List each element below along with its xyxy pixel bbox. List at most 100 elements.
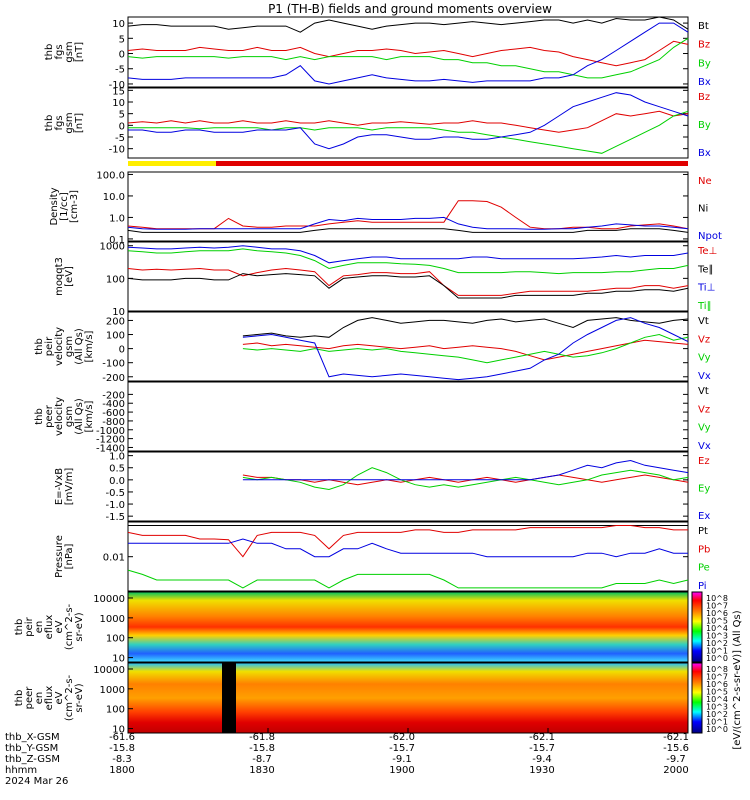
y-tick-label: 1.0 xyxy=(109,213,125,224)
y-tick-label: -400 xyxy=(102,399,125,410)
legend-entry: Pe xyxy=(698,563,710,574)
spectrogram-panels: 10000 1000 100 10 thbpeirenefluxeV(cm^2-s-sr… xyxy=(14,591,728,736)
legend-entry: Vt xyxy=(698,386,709,397)
y-tick-label: -200 xyxy=(102,373,125,384)
x-row-label: 2024 Mar 26 xyxy=(5,776,68,787)
y-tick-label: 0 xyxy=(119,50,125,61)
colorbar-tick-label: 10^4 xyxy=(706,624,728,633)
series-line-Ex xyxy=(242,459,689,481)
y-axis-label: thbpeirvelocitygsm(All Qs)[km/s] xyxy=(34,327,95,366)
y-tick-label: -1200 xyxy=(96,435,125,446)
panel-6: -200-400-600-800-1000-1200-1400thbpeerve… xyxy=(34,381,711,454)
mode-bar xyxy=(128,161,688,166)
panel-3: 100.0 10.0 1.0 0.1 Density[1/cc][cm-3] Ne Ni Np… xyxy=(49,170,722,245)
x-tick-label: 1900 xyxy=(389,765,414,776)
legend-entry: Ez xyxy=(698,456,710,467)
y-tick-label: 10 xyxy=(112,307,125,318)
y-tick-label: 10 xyxy=(112,654,125,665)
series-line-Bt xyxy=(127,16,689,33)
series-line-Bz xyxy=(127,110,689,133)
x-tick-label: -15.8 xyxy=(109,743,135,754)
x-tick-label: -15.8 xyxy=(249,743,275,754)
panel-frame xyxy=(127,381,689,452)
series-line-Npot xyxy=(127,216,689,230)
colorbar xyxy=(691,591,703,663)
y-tick-label: 0 xyxy=(119,121,125,132)
y-tick-label: -1400 xyxy=(96,443,125,454)
y-tick-label: -10 xyxy=(109,145,125,156)
legend-entry: Bx xyxy=(698,77,711,88)
legend-entry: Vy xyxy=(698,353,711,364)
series-line-Ni xyxy=(127,228,689,233)
legend-entry: Ex xyxy=(698,511,710,522)
series-line-Bz xyxy=(127,40,689,67)
x-tick-label: -15.7 xyxy=(389,743,415,754)
y-tick-label: -1000 xyxy=(96,426,125,437)
y-tick-label: 1000 xyxy=(100,685,125,696)
y-tick-label: 100 xyxy=(106,705,125,716)
x-tick-label: -9.1 xyxy=(392,754,412,765)
y-tick-label: 1000 xyxy=(100,614,125,625)
y-tick-label: 100 xyxy=(106,331,125,342)
y-tick-label: -200 xyxy=(102,390,125,401)
panel-4: 1000 100 10 moqqt3[eV] Te⊥ Te∥ Ti⊥ Ti∥ xyxy=(54,241,717,318)
series-line-Pe xyxy=(127,569,689,589)
panel-frame xyxy=(127,591,689,663)
series-line-Pi xyxy=(128,538,688,558)
y-tick-label: -600 xyxy=(102,408,125,419)
y-tick-label: -100 xyxy=(102,359,125,370)
series-line-Bx xyxy=(128,92,689,150)
legend-entry: Vx xyxy=(698,371,711,382)
y-axis-label: thbpeervelocitygsm(All Qs)[km/s] xyxy=(34,397,95,436)
panel-1: 10 5 0 -5 -10 thbfgsgsm[nT] Bt Bz By Bx xyxy=(44,16,711,91)
y-tick-label: -1.5 xyxy=(105,512,125,523)
legend-entry: Vz xyxy=(698,334,710,345)
panel-8: 0.01 Pressure[nPa] Pt Pb Pe Pi xyxy=(54,521,710,592)
x-tick-label: -62.1 xyxy=(663,732,689,743)
panel-5: 200 100 0 -100 -200 thbpeirvelocitygsm(All Qs… xyxy=(34,311,711,384)
series-line-Vx xyxy=(242,317,689,381)
legend-entry: Ne xyxy=(698,176,712,187)
x-row-label: thb_Y-GSM xyxy=(5,743,58,754)
x-tick-label: -15.6 xyxy=(663,743,689,754)
x-row-label: thb_X-GSM xyxy=(5,732,60,743)
series-line-By xyxy=(127,37,689,79)
colorbar-tick-label: 10^7 xyxy=(706,673,728,682)
series-line-Te⊥ xyxy=(127,267,689,296)
panel-frame xyxy=(127,241,689,312)
series-line-Vt xyxy=(242,317,689,338)
panel-frame xyxy=(127,311,689,382)
y-axis-label: thbpeirenefluxeV(cm^2-s-sr-eV) xyxy=(14,603,85,650)
colorbar-tick-label: 10^5 xyxy=(706,617,728,626)
colorbar-tick-label: 10^6 xyxy=(706,680,728,689)
series-line-Ti∥ xyxy=(127,248,689,275)
y-tick-label: 5 xyxy=(119,34,125,45)
y-tick-label: -5 xyxy=(115,133,125,144)
y-tick-label: 10.0 xyxy=(103,192,125,203)
legend-entry: Te⊥ xyxy=(697,246,717,257)
x-tick-label: 1830 xyxy=(249,765,274,776)
y-tick-label: -800 xyxy=(102,417,125,428)
x-tick-label: 1930 xyxy=(529,765,554,776)
panel-frame xyxy=(127,521,689,592)
y-axis-label: Pressure[nPa] xyxy=(54,535,75,578)
series-line-Vy xyxy=(242,333,689,364)
legend-entry: By xyxy=(698,58,711,69)
legend-entry: Bx xyxy=(698,148,711,159)
series-line-Pb xyxy=(127,525,688,558)
legend-entry: Vt xyxy=(698,316,709,327)
y-tick-label: 100.0 xyxy=(96,170,125,181)
spectrogram-1: 10000 1000 100 10 thbpeirenefluxeV(cm^2-s-sr… xyxy=(14,591,728,665)
y-tick-label: 15 xyxy=(112,86,125,97)
y-axis-label: E=-VxB[mV/m] xyxy=(54,468,75,506)
x-tick-label: -62.1 xyxy=(529,732,555,743)
colorbar-label: [eV/(cm^2-s-sr-eV)] (All Qs) xyxy=(732,610,743,749)
legend-entry: Pi xyxy=(698,581,707,592)
y-tick-label: 10 xyxy=(112,98,125,109)
legend-entry: Vx xyxy=(698,441,711,452)
y-tick-label: 10000 xyxy=(93,594,125,605)
x-tick-label: 1800 xyxy=(109,765,134,776)
y-tick-label: -10 xyxy=(109,80,125,91)
